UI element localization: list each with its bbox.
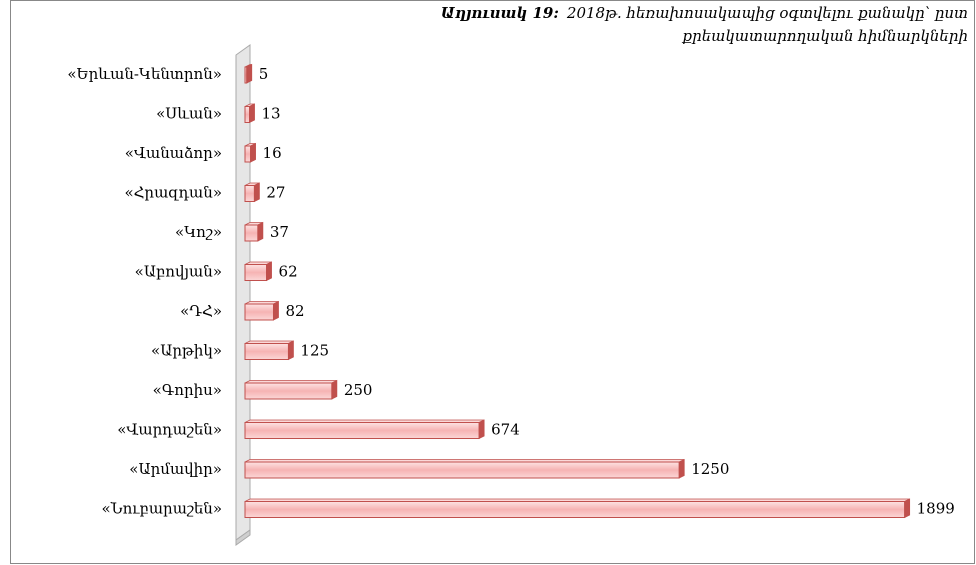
bar-side: [249, 103, 255, 124]
bar-side: [250, 142, 256, 163]
value-label: 250: [344, 381, 373, 399]
value-label: 27: [266, 184, 285, 202]
frame: [10, 0, 975, 564]
bar: [244, 303, 274, 321]
wall-floor: [235, 529, 251, 546]
bar-side: [253, 182, 260, 203]
title-prefix: Աղյուսակ 19:: [441, 4, 559, 22]
bar: [244, 343, 289, 360]
value-label: 674: [491, 421, 520, 439]
y-tick-label: «Վարդաշեն»: [117, 421, 222, 439]
y-tick-label: «Երևան-Կենտրոն»: [67, 65, 222, 83]
value-label: 13: [262, 105, 281, 123]
value-label: 1250: [691, 460, 729, 478]
chart-title: Աղյուսակ 19: 2018թ. հեռախոսակապից օգտվելո…: [441, 4, 968, 22]
bar: [244, 145, 252, 163]
bar: [244, 106, 251, 123]
y-tick-label: «Արմավիր»: [129, 460, 222, 478]
title-line: 2018թ. հեռախոսակապից օգտվելու քանակը՝ ըս…: [566, 4, 968, 22]
bar-side: [266, 261, 272, 282]
y-tick-label: «Հրազդան»: [124, 184, 222, 202]
bar: [244, 382, 333, 400]
value-label: 125: [300, 342, 329, 360]
bar-side: [246, 63, 253, 84]
bar-side: [257, 221, 264, 242]
bar: [244, 224, 259, 242]
bar-side: [331, 379, 338, 400]
y-tick-label: «ԴՀ»: [180, 302, 222, 320]
title-line: քրեակատարողական հիմնարկների: [682, 27, 969, 45]
y-tick-label: «Գորիս»: [153, 381, 222, 399]
bar-side: [273, 300, 279, 321]
y-tick-label: «Արթիկ»: [151, 342, 222, 360]
value-label: 82: [285, 302, 304, 320]
y-tick-label: «Աբովյան»: [135, 263, 222, 281]
bar: [244, 185, 255, 202]
bar-side: [478, 419, 485, 440]
value-label: 37: [270, 223, 289, 241]
value-label: 62: [279, 263, 298, 281]
bar: [244, 422, 480, 439]
bar-side: [678, 458, 685, 479]
bar-side: [288, 340, 294, 361]
value-label: 1899: [917, 500, 955, 518]
y-tick-label: «Սևան»: [156, 105, 222, 123]
bar: [244, 501, 906, 518]
bar: [244, 461, 680, 479]
y-tick-label: «Կոշ»: [175, 223, 222, 241]
y-tick-label: «Նուբարաշեն»: [101, 500, 222, 518]
bar-side: [904, 498, 911, 519]
value-label: 5: [259, 65, 269, 83]
value-label: 16: [263, 144, 282, 162]
bar: [244, 264, 268, 281]
y-tick-label: «Վանաձոր»: [125, 144, 222, 162]
